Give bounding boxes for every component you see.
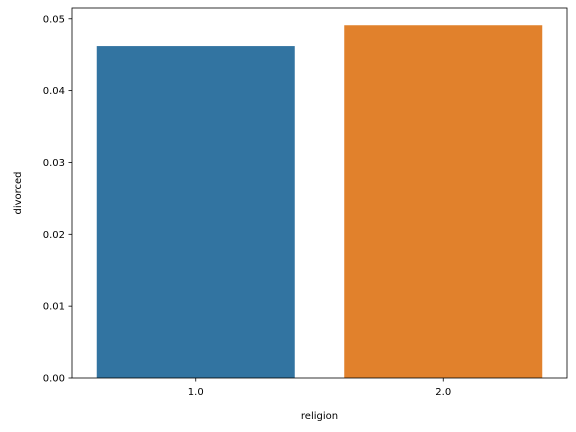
plot-frame [71,7,568,379]
x-axis-ticks: 1.0 2.0 [188,378,451,398]
y-tick-label: 0.04 [43,86,65,97]
bar-1.0 [96,46,295,379]
y-tick-label: 0.02 [43,230,65,241]
y-axis-label: divorced [13,171,24,214]
bar-2.0 [344,25,543,379]
x-tick-label: 2.0 [435,387,451,398]
x-tick-label: 1.0 [188,387,204,398]
x-axis-label: religion [301,411,338,422]
y-tick-label: 0.00 [43,374,65,385]
y-tick-label: 0.05 [43,14,65,25]
y-tick-label: 0.03 [43,158,65,169]
bars-group [96,25,543,379]
y-tick-label: 0.01 [43,302,65,313]
y-axis-ticks: 0.00 0.01 0.02 0.03 0.04 0.05 [43,14,72,385]
